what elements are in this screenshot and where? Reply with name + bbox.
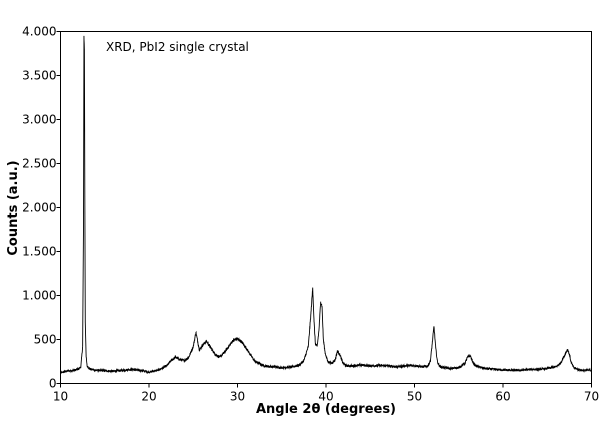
- series-line: [60, 35, 592, 375]
- y-tick-label: 3.500: [22, 69, 56, 83]
- y-tick-label: 0: [49, 377, 57, 391]
- y-tick-label: 4.000: [22, 25, 56, 39]
- chart-annotation: XRD, PbI2 single crystal: [106, 40, 249, 54]
- x-tick-label: 10: [53, 390, 68, 404]
- y-tick-label: 500: [34, 333, 57, 347]
- y-tick-label: 3.000: [22, 113, 56, 127]
- y-axis-ticks: 0 500 1.000 1.500 2.000 2.500 3.000 3.500 4.000: [22, 25, 61, 391]
- x-axis-title: Angle 2θ (degrees): [256, 402, 396, 417]
- x-tick-label: 50: [407, 390, 422, 404]
- x-tick-label: 20: [141, 390, 156, 404]
- x-tick-label: 40: [318, 390, 333, 404]
- x-tick-label: 60: [495, 390, 510, 404]
- y-tick-label: 2.000: [22, 201, 56, 215]
- y-tick-label: 1.000: [22, 289, 56, 303]
- x-tick-label: 30: [230, 390, 245, 404]
- y-tick-label: 1.500: [22, 245, 56, 259]
- y-tick-label: 2.500: [22, 157, 56, 171]
- x-tick-label: 70: [584, 390, 599, 404]
- y-axis-title: Counts (a.u.): [6, 160, 21, 255]
- x-axis-ticks: 10 20 30 40 50 60 70: [53, 383, 599, 404]
- plot-area: [60, 31, 592, 384]
